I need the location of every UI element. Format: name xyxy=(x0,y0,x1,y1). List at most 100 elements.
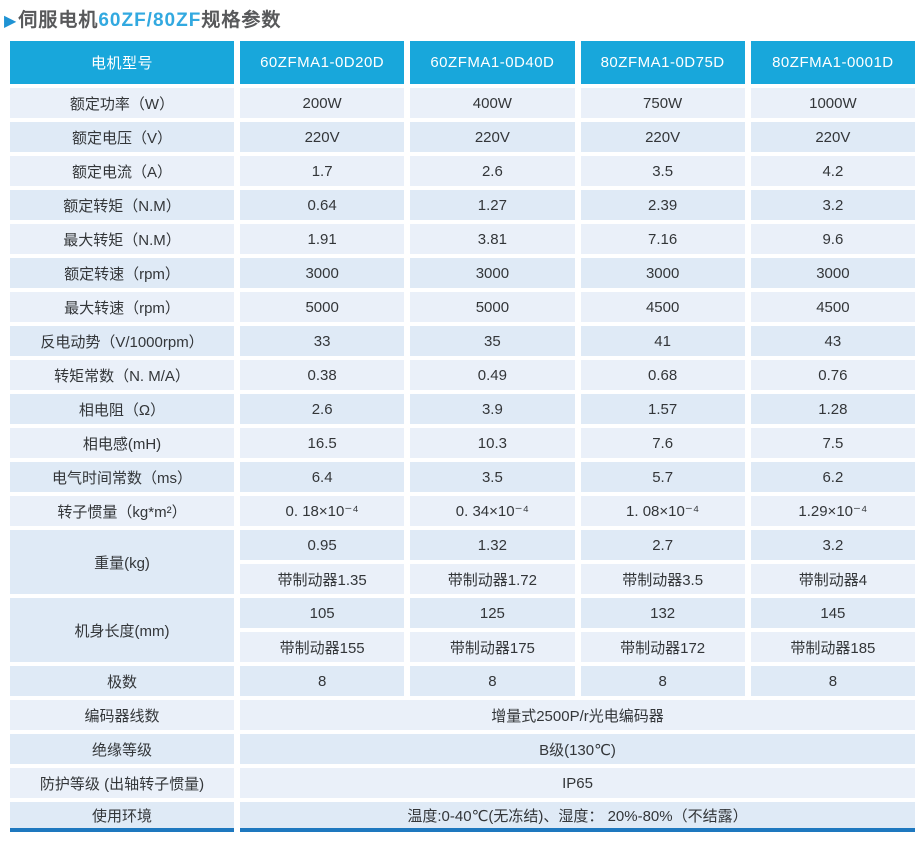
row-label: 最大转速（rpm） xyxy=(10,292,234,322)
title-model-range: 60ZF/80ZF xyxy=(98,10,202,31)
spec-value-cell: 10.3 xyxy=(410,428,575,458)
row-label: 绝缘等级 xyxy=(10,734,234,764)
spec-row: 电气时间常数（ms） 6.4 3.5 5.7 6.2 xyxy=(10,462,915,492)
spec-value-cell: 2.39 xyxy=(580,190,745,220)
spec-value-cell: 1000W xyxy=(750,88,915,118)
spec-row: 极数 8 8 8 8 xyxy=(10,666,915,696)
spec-row: 转子惯量（kg*m²） 0. 18×10⁻⁴ 0. 34×10⁻⁴ 1. 08×10⁻… xyxy=(10,496,915,526)
spec-value-cell: 0.64 xyxy=(240,190,405,220)
spec-value-cell: 0.76 xyxy=(750,360,915,390)
spec-span-value: B级(130℃) xyxy=(240,734,915,764)
spec-row: 带制动器1.35 带制动器1.72 带制动器3.5 带制动器4 xyxy=(10,564,915,594)
column-header-model: 60ZFMA1-0D20D xyxy=(240,41,405,84)
spec-row: 最大转矩（N.M） 1.91 3.81 7.16 9.6 xyxy=(10,224,915,254)
row-label: 重量(kg) xyxy=(10,530,234,594)
spec-value-cell: 2.6 xyxy=(240,394,405,424)
spec-value-cell: 带制动器172 xyxy=(580,632,745,662)
spec-span-value: 增量式2500P/r光电编码器 xyxy=(240,700,915,730)
spec-value-cell: 220V xyxy=(240,122,405,152)
spec-span-row: 防护等级 (出轴转子惯量) IP65 xyxy=(10,768,915,798)
spec-value-cell: 220V xyxy=(410,122,575,152)
title-suffix: 规格参数 xyxy=(201,10,282,31)
spec-value-cell: 1.57 xyxy=(580,394,745,424)
spec-value-cell: 3000 xyxy=(240,258,405,288)
row-label: 额定电压（V） xyxy=(10,122,234,152)
spec-value-cell: 5000 xyxy=(240,292,405,322)
row-label: 极数 xyxy=(10,666,234,696)
spec-value-cell: 带制动器175 xyxy=(410,632,575,662)
spec-value-cell: 200W xyxy=(240,88,405,118)
row-label: 额定转速（rpm） xyxy=(10,258,234,288)
spec-value-cell: 6.4 xyxy=(240,462,405,492)
spec-value-cell: 3.81 xyxy=(410,224,575,254)
spec-value-cell: 带制动器185 xyxy=(750,632,915,662)
spec-value-cell: 3.9 xyxy=(410,394,575,424)
spec-value-cell: 43 xyxy=(750,326,915,356)
row-label: 转子惯量（kg*m²） xyxy=(10,496,234,526)
spec-value-cell: 125 xyxy=(410,598,575,628)
spec-value-cell: 0.49 xyxy=(410,360,575,390)
spec-value-cell: 1.28 xyxy=(750,394,915,424)
spec-row: 最大转速（rpm） 5000 5000 4500 4500 xyxy=(10,292,915,322)
header-row: 电机型号 60ZFMA1-0D20D 60ZFMA1-0D40D 80ZFMA1-0D… xyxy=(10,41,915,84)
spec-value-cell: 3.5 xyxy=(580,156,745,186)
spec-value-cell: 带制动器3.5 xyxy=(580,564,745,594)
row-label: 电气时间常数（ms） xyxy=(10,462,234,492)
spec-value-cell: 0.95 xyxy=(240,530,405,560)
column-header-model: 80ZFMA1-0D75D xyxy=(580,41,745,84)
row-label: 机身长度(mm) xyxy=(10,598,234,662)
spec-value-cell: 3.2 xyxy=(750,530,915,560)
spec-value-cell: 1. 08×10⁻⁴ xyxy=(580,496,745,526)
spec-value-cell: 3.5 xyxy=(410,462,575,492)
spec-value-cell: 3000 xyxy=(580,258,745,288)
row-label: 额定转矩（N.M） xyxy=(10,190,234,220)
spec-row: 额定电流（A） 1.7 2.6 3.5 4.2 xyxy=(10,156,915,186)
spec-row: 反电动势（V/1000rpm） 33 35 41 43 xyxy=(10,326,915,356)
spec-value-cell: 0. 18×10⁻⁴ xyxy=(240,496,405,526)
spec-value-cell: 1.7 xyxy=(240,156,405,186)
spec-row: 相电阻（Ω） 2.6 3.9 1.57 1.28 xyxy=(10,394,915,424)
spec-value-cell: 750W xyxy=(580,88,745,118)
spec-value-cell: 33 xyxy=(240,326,405,356)
spec-value-cell: 0.38 xyxy=(240,360,405,390)
spec-value-cell: 8 xyxy=(580,666,745,696)
spec-value-cell: 4.2 xyxy=(750,156,915,186)
spec-value-cell: 带制动器1.35 xyxy=(240,564,405,594)
spec-value-cell: 3000 xyxy=(750,258,915,288)
spec-value-cell: 0. 34×10⁻⁴ xyxy=(410,496,575,526)
spec-row: 重量(kg) 0.95 1.32 2.7 3.2 xyxy=(10,530,915,594)
spec-table: 电机型号 60ZFMA1-0D20D 60ZFMA1-0D40D 80ZFMA1-0D… xyxy=(4,37,921,836)
spec-value-cell: 7.5 xyxy=(750,428,915,458)
spec-row: 机身长度(mm) 105 125 132 145 xyxy=(10,598,915,662)
spec-span-value: IP65 xyxy=(240,768,915,798)
spec-value-cell: 7.6 xyxy=(580,428,745,458)
column-header-parameter: 电机型号 xyxy=(10,41,234,84)
spec-value-cell: 220V xyxy=(750,122,915,152)
spec-value-cell: 145 xyxy=(750,598,915,628)
spec-value-cell: 带制动器155 xyxy=(240,632,405,662)
row-label: 额定电流（A） xyxy=(10,156,234,186)
spec-value-cell: 4500 xyxy=(580,292,745,322)
spec-value-cell: 16.5 xyxy=(240,428,405,458)
spec-value-cell: 2.6 xyxy=(410,156,575,186)
triangle-bullet-icon: ▶ xyxy=(4,13,18,30)
spec-row: 额定转速（rpm） 3000 3000 3000 3000 xyxy=(10,258,915,288)
spec-value-cell: 1.91 xyxy=(240,224,405,254)
spec-value-cell: 35 xyxy=(410,326,575,356)
spec-value-cell: 3000 xyxy=(410,258,575,288)
spec-table-body: 额定功率（W） 200W 400W 750W 1000W 额定电压（V） 220V 220V 2… xyxy=(10,88,915,832)
spec-value-cell: 8 xyxy=(410,666,575,696)
spec-row: 转矩常数（N. M/A） 0.38 0.49 0.68 0.76 xyxy=(10,360,915,390)
spec-value-cell: 6.2 xyxy=(750,462,915,492)
column-header-model: 80ZFMA1-0001D xyxy=(750,41,915,84)
row-label: 编码器线数 xyxy=(10,700,234,730)
row-label: 最大转矩（N.M） xyxy=(10,224,234,254)
spec-value-cell: 3.2 xyxy=(750,190,915,220)
spec-value-cell: 8 xyxy=(240,666,405,696)
row-label: 使用环境 xyxy=(10,802,234,832)
spec-value-cell: 带制动器1.72 xyxy=(410,564,575,594)
page-title: ▶伺服电机60ZF/80ZF规格参数 xyxy=(3,2,920,37)
spec-row: 相电感(mH) 16.5 10.3 7.6 7.5 xyxy=(10,428,915,458)
spec-value-cell: 1.27 xyxy=(410,190,575,220)
